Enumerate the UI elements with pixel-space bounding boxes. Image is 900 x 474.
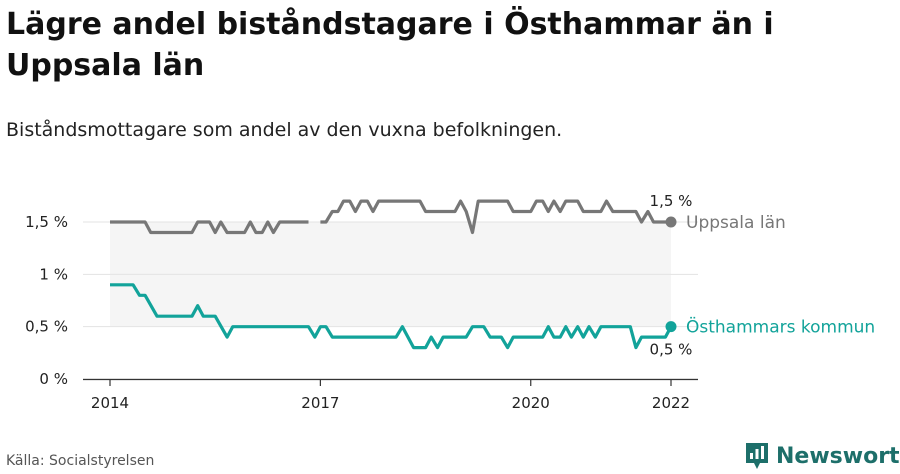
- end-point-osthammars-kommun: [665, 321, 677, 333]
- end-point-uppsala-lan: [665, 216, 677, 228]
- newsworthy-logo[interactable]: Newsworthy: [744, 440, 900, 472]
- series-label-uppsala-lan: Uppsala län: [686, 213, 786, 233]
- chart-title: Lägre andel biståndstagare i Östhammar ä…: [6, 7, 774, 83]
- chart-subtitle: Biståndsmottagare som andel av den vuxna…: [6, 119, 563, 141]
- y-tick-label: 1 %: [39, 265, 68, 283]
- end-value-label-uppsala-lan: 1,5 %: [650, 192, 693, 210]
- series-line-uppsala-lan: [110, 220, 309, 235]
- x-tick-label: 2022: [652, 394, 690, 412]
- series-line-uppsala-lan: [320, 199, 671, 235]
- y-tick-label: 1,5 %: [25, 213, 68, 231]
- end-value-label-osthammars-kommun: 0,5 %: [650, 341, 693, 359]
- newsworthy-logo-icon: [746, 443, 768, 469]
- y-tick-label: 0 %: [39, 370, 68, 388]
- series-line-osthammars-kommun: [110, 283, 673, 350]
- x-tick-label: 2020: [512, 394, 550, 412]
- brand-name: Newsworthy: [776, 443, 900, 469]
- x-tick-label: 2014: [91, 394, 129, 412]
- y-tick-label: 0,5 %: [25, 318, 68, 336]
- source-note: Källa: Socialstyrelsen: [6, 453, 155, 469]
- x-tick-label: 2017: [301, 394, 339, 412]
- series-label-osthammars-kommun: Östhammars kommun: [686, 316, 875, 338]
